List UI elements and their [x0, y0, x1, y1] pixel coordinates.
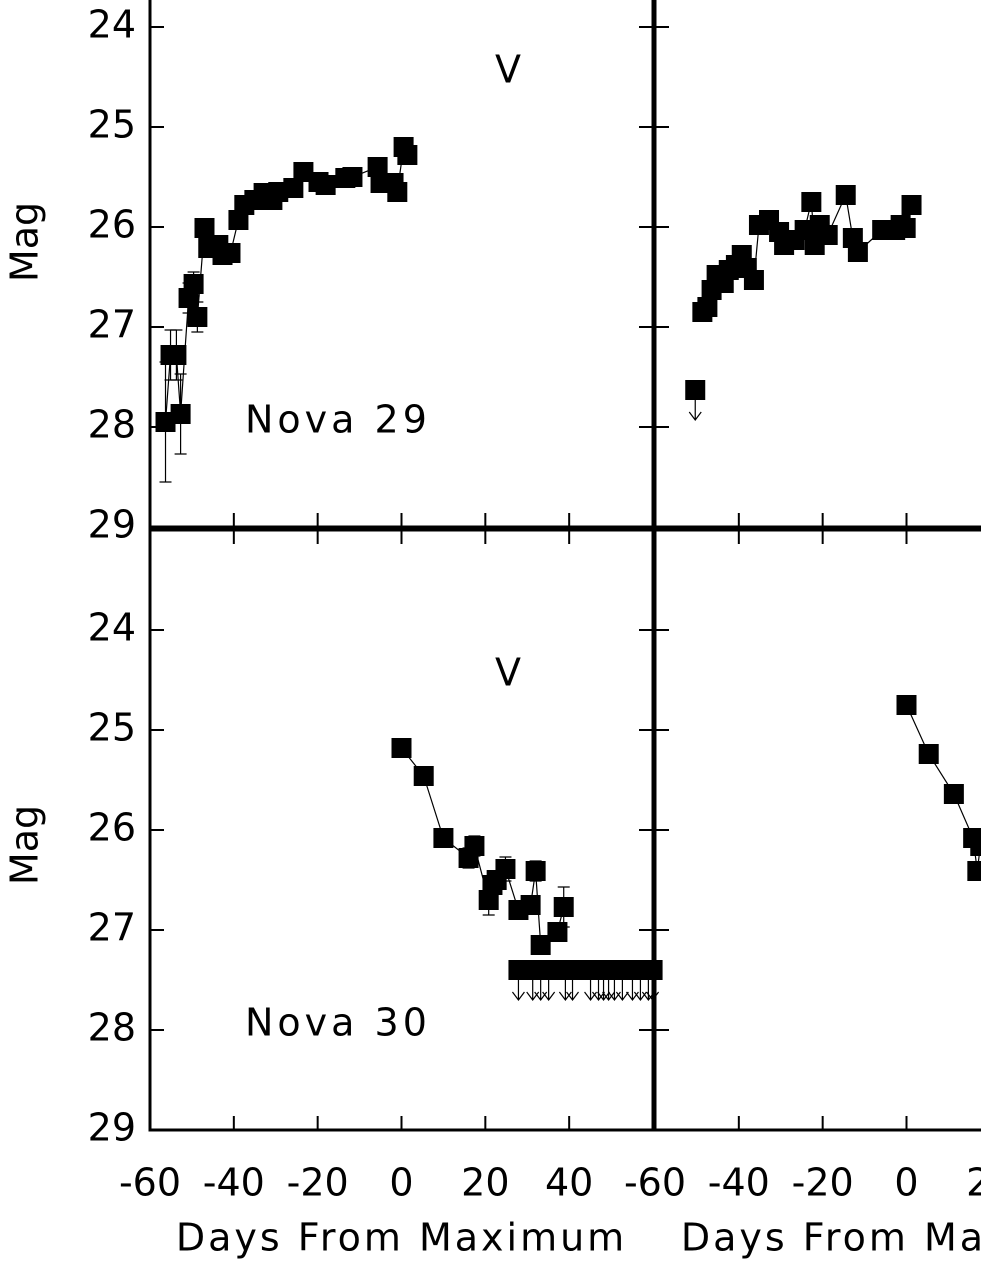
y-tick-label: 29: [88, 1106, 136, 1150]
data-point: [835, 185, 856, 205]
data-point: [895, 218, 916, 238]
data-point: [896, 695, 917, 715]
nova-label: Nova 29: [245, 398, 431, 442]
data-point: [166, 345, 187, 365]
y-tick-label: 27: [88, 303, 136, 347]
y-tick-label: 25: [88, 706, 136, 750]
y-axis-label: Mag: [3, 805, 47, 885]
x-tick-label: -20: [287, 1161, 349, 1205]
data-point: [183, 274, 204, 294]
x-tick-label: 0: [894, 1161, 918, 1205]
x-tick-label: -20: [792, 1161, 854, 1205]
data-point: [315, 175, 336, 195]
data-point: [391, 738, 412, 758]
data-point: [283, 178, 304, 198]
x-axis-label: Days From Maximum: [176, 1216, 627, 1260]
data-point: [817, 225, 838, 245]
data-point: [530, 935, 551, 955]
data-point: [220, 243, 241, 263]
data-point: [520, 895, 541, 915]
data-point: [901, 195, 922, 215]
data-point: [342, 167, 363, 187]
nova-label: Nova 30: [245, 1001, 431, 1045]
data-point: [413, 766, 434, 786]
y-tick-label: 28: [88, 1006, 136, 1050]
upper-limit-point: [685, 380, 706, 400]
data-point: [367, 157, 388, 177]
data-point: [547, 922, 568, 942]
upper-limit-point: [642, 960, 663, 980]
data-point: [743, 270, 764, 290]
data-point: [170, 404, 191, 424]
plot-frame: [653, 0, 981, 529]
data-point: [194, 218, 215, 238]
data-point: [397, 145, 418, 165]
data-point: [293, 162, 314, 182]
band-label: V: [495, 651, 521, 695]
y-tick-label: 26: [88, 806, 136, 850]
data-point: [387, 182, 408, 202]
y-tick-label: 27: [88, 906, 136, 950]
band-label: V: [495, 48, 521, 92]
data-point: [970, 836, 981, 856]
data-point: [697, 297, 718, 317]
x-tick-label: 0: [389, 1161, 413, 1205]
data-point: [553, 897, 574, 917]
data-point: [918, 744, 939, 764]
data-point: [464, 836, 485, 856]
data-point: [268, 182, 289, 202]
y-tick-label: 25: [88, 103, 136, 147]
data-point: [847, 242, 868, 262]
plot-frame: [653, 528, 981, 1132]
x-tick-label: -40: [708, 1161, 770, 1205]
y-tick-label: 24: [88, 3, 136, 47]
x-axis-label: Days From Maximum: [681, 1216, 981, 1260]
y-tick-label: 24: [88, 606, 136, 650]
data-point: [155, 412, 176, 432]
x-tick-label: -60: [119, 1161, 181, 1205]
upper-limit-point: [562, 960, 583, 980]
x-tick-label: 40: [545, 1161, 593, 1205]
y-tick-label: 29: [88, 503, 136, 547]
data-point: [525, 861, 546, 881]
x-tick-label: 20: [966, 1161, 981, 1205]
data-point: [967, 861, 981, 881]
y-tick-label: 26: [88, 203, 136, 247]
x-tick-label: -60: [624, 1161, 686, 1205]
data-point: [801, 192, 822, 212]
data-point: [433, 828, 454, 848]
data-point: [187, 307, 208, 327]
upper-limit-point: [538, 960, 559, 980]
x-tick-label: 20: [461, 1161, 509, 1205]
x-tick-label: -40: [203, 1161, 265, 1205]
y-axis-label: Mag: [3, 202, 47, 282]
y-tick-label: 28: [88, 403, 136, 447]
data-point: [495, 859, 516, 879]
data-point: [943, 784, 964, 804]
